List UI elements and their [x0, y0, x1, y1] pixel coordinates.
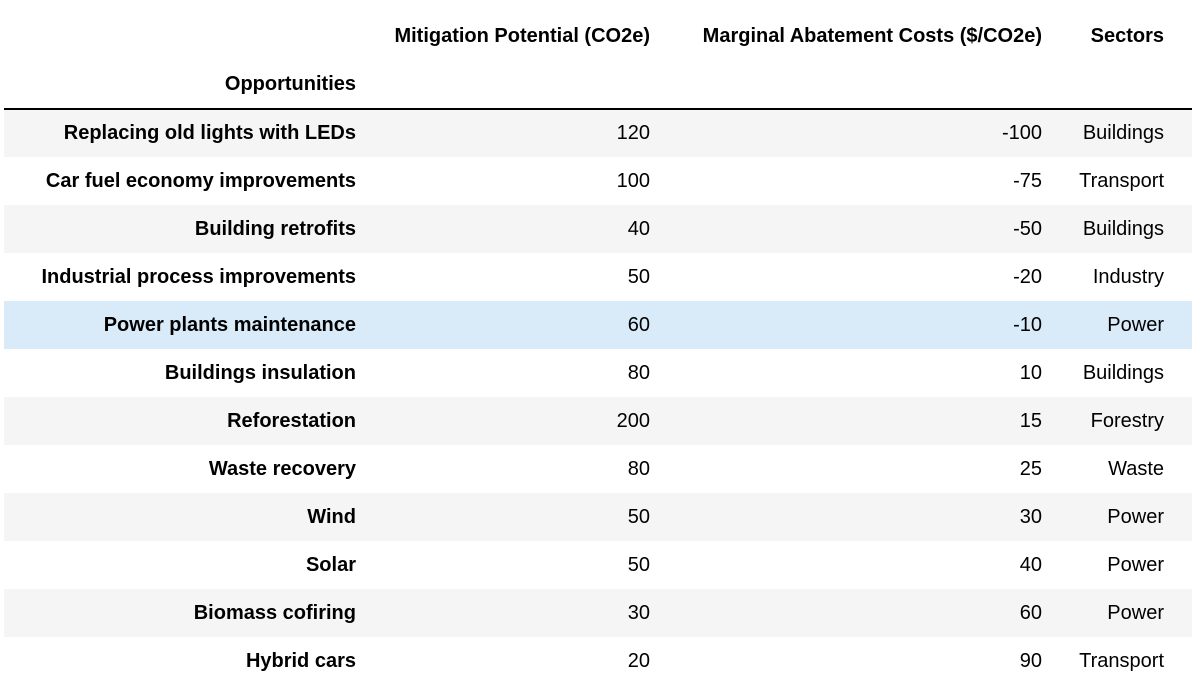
cell-cost: 40 [1019, 553, 1042, 576]
row-label: Car fuel economy improvements [45, 169, 356, 192]
cell-mitigation: 200 [616, 409, 650, 432]
cell-sector: Power [1107, 601, 1164, 624]
cell-truncated [1172, 349, 1192, 397]
cell-mitigation: 80 [627, 457, 650, 480]
cell-cost: -50 [1013, 217, 1042, 240]
cell-cost: -75 [1013, 169, 1042, 192]
row-label: Buildings insulation [164, 361, 356, 384]
row-label: Biomass cofiring [193, 601, 356, 624]
row-label: Building retrofits [194, 217, 356, 240]
table-row: Industrial process improvements 50 -20 Indu… [4, 253, 1192, 301]
table-row: Waste recovery 80 25 Wasteda [4, 445, 1192, 493]
cell-sector: Buildings [1082, 361, 1164, 384]
cell-truncated [1172, 205, 1192, 253]
column-header-cost: Marginal Abatement Costs ($/CO2e) [702, 24, 1042, 47]
cell-sector: Transport [1079, 169, 1164, 192]
cell-mitigation: 120 [616, 122, 650, 144]
cell-mitigation: 50 [627, 505, 650, 528]
row-label: Power plants maintenance [103, 313, 356, 336]
cell-cost: 60 [1019, 601, 1042, 624]
cell-truncated [1172, 253, 1192, 301]
cell-sector: Power [1107, 313, 1164, 336]
table-row: Biomass cofiring 30 60 Powerl [4, 589, 1192, 637]
table-row: Replacing old lights with LEDs 120 -100 Bui… [4, 109, 1192, 157]
cell-cost: -100 [1001, 122, 1042, 144]
cell-truncated [1172, 637, 1192, 685]
row-label: Replacing old lights with LEDs [63, 122, 356, 144]
table-row: Hybrid cars 20 90 Transport [4, 637, 1192, 685]
cell-sector: Buildings [1082, 122, 1164, 144]
cell-cost: 10 [1019, 361, 1042, 384]
cell-cost: 30 [1019, 505, 1042, 528]
cell-truncated [1172, 157, 1192, 205]
cell-sector: Waste [1108, 457, 1164, 480]
cell-mitigation: 50 [627, 553, 650, 576]
index-name-header: Opportunities [4, 60, 364, 110]
cell-mitigation: 100 [616, 169, 650, 192]
column-header-sectors: Sectors [1090, 24, 1164, 47]
cell-truncated: l [1172, 589, 1192, 637]
cell-truncated: l [1172, 541, 1192, 589]
cell-truncated: da [1172, 445, 1192, 493]
table-row: Buildings insulation 80 10 Buildings [4, 349, 1192, 397]
cell-cost: -10 [1013, 313, 1042, 336]
table-row: Car fuel economy improvements 100 -75 Trans… [4, 157, 1192, 205]
cell-mitigation: 30 [627, 601, 650, 624]
cell-mitigation: 80 [627, 361, 650, 384]
cell-sector: Industry [1092, 265, 1164, 288]
cell-sector: Power [1107, 505, 1164, 528]
table-row: Solar 50 40 Powerl [4, 541, 1192, 589]
cell-sector: Power [1107, 553, 1164, 576]
cell-mitigation: 60 [627, 313, 650, 336]
column-header-mitigation: Mitigation Potential (CO2e) [394, 24, 650, 47]
row-label: Industrial process improvements [41, 265, 356, 288]
table-row: Power plants maintenance 60 -10 Powerl [4, 301, 1192, 349]
cell-truncated [1172, 397, 1192, 445]
cell-mitigation: 40 [627, 217, 650, 240]
cell-sector: Forestry [1090, 409, 1164, 432]
cell-truncated: l [1172, 301, 1192, 349]
dataframe-table: Mitigation Potential (CO2e) Marginal Aba… [4, 12, 1192, 685]
cell-sector: Transport [1079, 649, 1164, 672]
cell-mitigation: 20 [627, 649, 650, 672]
cell-cost: -20 [1013, 265, 1042, 288]
table-row: Reforestation 200 15 Forestry [4, 397, 1192, 445]
table-row: Wind 50 30 Powerl [4, 493, 1192, 541]
row-label: Wind [307, 505, 356, 528]
cell-sector: Buildings [1082, 217, 1164, 240]
cell-truncated [1172, 109, 1192, 157]
cell-mitigation: 50 [627, 265, 650, 288]
cell-truncated: l [1172, 493, 1192, 541]
corner-header [4, 12, 364, 60]
row-label: Reforestation [227, 409, 356, 432]
table-body: Replacing old lights with LEDs 120 -100 Bui… [4, 109, 1192, 685]
row-label: Waste recovery [208, 457, 356, 480]
row-label: Hybrid cars [245, 649, 356, 672]
column-header-truncated [1172, 12, 1192, 60]
cell-cost: 25 [1019, 457, 1042, 480]
cell-cost: 90 [1019, 649, 1042, 672]
table-row: Building retrofits 40 -50 Buildings [4, 205, 1192, 253]
cell-cost: 15 [1019, 409, 1042, 432]
row-label: Solar [305, 553, 356, 576]
